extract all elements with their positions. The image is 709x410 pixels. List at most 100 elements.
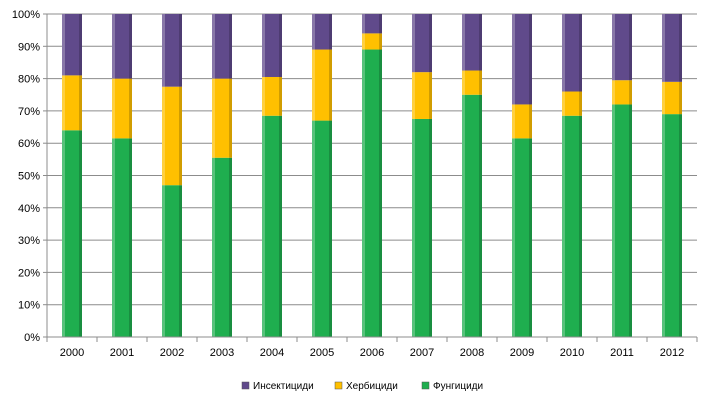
bar-highlight <box>362 33 365 50</box>
y-tick-label: 60% <box>18 138 40 150</box>
bar-shade <box>79 75 82 131</box>
bar <box>662 114 682 337</box>
bar <box>612 80 632 105</box>
bar-shade <box>529 138 532 337</box>
bar-highlight <box>512 104 515 139</box>
bar-highlight <box>412 14 415 73</box>
bar-highlight <box>462 70 465 95</box>
bar-highlight <box>262 14 265 77</box>
bar <box>362 33 382 50</box>
bar-segment-Фунгициди <box>562 115 582 338</box>
bar-shade <box>179 14 182 87</box>
x-tick-label: 2002 <box>160 347 184 359</box>
bar-shade <box>79 130 82 337</box>
bar-segment-Инсектициди <box>362 14 382 34</box>
bar-highlight <box>212 14 215 79</box>
bar <box>512 104 532 139</box>
bar <box>512 14 532 105</box>
bar <box>162 14 182 87</box>
bar-segment-Хербициди <box>512 104 532 139</box>
bar-highlight <box>462 14 465 71</box>
bar-shade <box>329 14 332 50</box>
bar-segment-Фунгициди <box>512 138 532 337</box>
bar-segment-Хербициди <box>462 70 482 95</box>
bar-shade <box>279 76 282 116</box>
bar-segment-Хербициди <box>262 76 282 116</box>
legend-swatch <box>241 381 250 390</box>
bar-segment-Инсектициди <box>62 14 82 76</box>
x-tick-label: 2012 <box>660 347 684 359</box>
bar-shade <box>679 14 682 82</box>
bar-segment-Хербициди <box>562 91 582 116</box>
bar <box>462 14 482 71</box>
bar-highlight <box>612 14 615 81</box>
y-tick-label: 0% <box>24 332 40 344</box>
bar-segment-Фунгициди <box>462 94 482 337</box>
y-tick-label: 10% <box>18 300 40 312</box>
bar <box>112 138 132 337</box>
bar <box>262 14 282 77</box>
y-tick-label: 30% <box>18 235 40 247</box>
bar-highlight <box>412 118 415 337</box>
y-tick-label: 90% <box>18 41 40 53</box>
bar-shade <box>279 14 282 77</box>
bar-segment-Инсектициди <box>412 14 432 73</box>
x-tick-label: 2004 <box>260 347 284 359</box>
bar-shade <box>629 104 632 337</box>
bar-highlight <box>512 138 515 337</box>
x-tick-label: 2009 <box>510 347 534 359</box>
bar-highlight <box>362 14 365 34</box>
bar-highlight <box>262 115 265 338</box>
bar-shade <box>429 72 432 119</box>
bar-highlight <box>462 94 465 337</box>
bar-segment-Инсектициди <box>112 14 132 79</box>
bar-shade <box>579 91 582 116</box>
bar-shade <box>529 14 532 105</box>
bar-shade <box>379 33 382 50</box>
bar-highlight <box>62 14 65 76</box>
bar-segment-Хербициди <box>312 49 332 121</box>
bar <box>562 91 582 116</box>
bar-shade <box>629 80 632 105</box>
bar-shade <box>429 118 432 337</box>
bar-highlight <box>62 130 65 337</box>
legend-item: Хербициди <box>334 380 398 392</box>
bar <box>112 78 132 139</box>
bar <box>412 72 432 119</box>
bar-highlight <box>312 49 315 121</box>
bar-segment-Инсектициди <box>162 14 182 87</box>
x-axis-ticks: 2000 2001 2002 2003 2004 2005 2006 2007 2008 2009… <box>46 337 698 359</box>
x-tick-label: 2000 <box>60 347 84 359</box>
bar <box>312 49 332 121</box>
bar-highlight <box>362 49 365 337</box>
bar-highlight <box>562 115 565 338</box>
bar <box>612 14 632 81</box>
bar-segment-Инсектициди <box>512 14 532 105</box>
bar-highlight <box>262 76 265 116</box>
bar-highlight <box>512 14 515 105</box>
bar-segment-Хербициди <box>112 78 132 139</box>
bar-highlight <box>162 86 165 186</box>
bar-segment-Фунгициди <box>612 104 632 337</box>
bar-segment-Фунгициди <box>62 130 82 337</box>
bar-shade <box>679 81 682 115</box>
bar-segment-Хербициди <box>612 80 632 105</box>
axes <box>46 14 697 338</box>
bar-segment-Фунгициди <box>412 118 432 337</box>
bar-highlight <box>162 185 165 337</box>
bar-shade <box>479 94 482 337</box>
bar <box>212 14 232 79</box>
bar-highlight <box>112 14 115 79</box>
bars <box>62 14 682 338</box>
bar-shade <box>179 86 182 186</box>
bar-highlight <box>212 157 215 337</box>
bar-segment-Хербициди <box>662 81 682 115</box>
bar <box>662 81 682 115</box>
bar <box>362 49 382 337</box>
y-tick-label: 50% <box>18 171 40 183</box>
y-tick-label: 70% <box>18 106 40 118</box>
bar-segment-Фунгициди <box>312 120 332 337</box>
x-tick-label: 2008 <box>460 347 484 359</box>
bar-segment-Фунгициди <box>212 157 232 337</box>
